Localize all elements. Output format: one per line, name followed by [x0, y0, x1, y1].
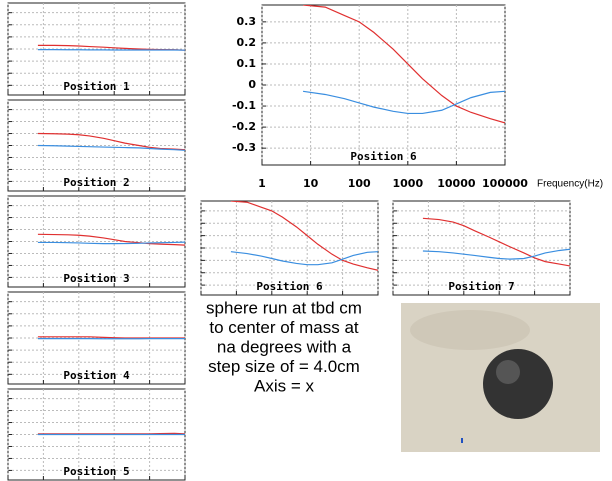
panel-title: Position 6: [350, 150, 417, 163]
x-axis-label: Frequency(Hz): [537, 179, 603, 190]
chart: Position 5: [7, 388, 186, 481]
x-tick-label: 1: [258, 177, 266, 190]
series-line: [37, 336, 185, 339]
x-tick-label: 100: [348, 177, 371, 190]
series-line: [37, 432, 185, 435]
panel-title: Position 6: [256, 280, 323, 293]
panel-title: Position 5: [63, 465, 129, 478]
caption-line: sphere run at tbd cm: [206, 298, 362, 317]
caption-line: na degrees with a: [217, 337, 352, 356]
panel-title: Position 2: [63, 176, 129, 189]
panel-title: Position 4: [63, 369, 130, 382]
x-tick-label: 10: [303, 177, 319, 190]
sphere-highlight: [496, 360, 520, 384]
x-tick-label: 100000: [482, 177, 528, 190]
y-tick-label: -0.2: [232, 120, 256, 133]
chart: Position 7: [392, 200, 571, 296]
series-line: [37, 241, 185, 245]
series-line: [37, 144, 185, 151]
y-tick-label: 0.1: [237, 57, 257, 70]
chart: Position 1: [7, 2, 186, 96]
caption-line: Axis = x: [254, 376, 314, 395]
sphere: [483, 349, 553, 419]
panel-title: Position 3: [63, 272, 129, 285]
chart: Position 2: [7, 99, 186, 192]
photo: [401, 303, 600, 452]
caption-line: to center of mass at: [209, 318, 359, 337]
series-line: [302, 90, 505, 115]
chart: Position 3: [7, 195, 186, 288]
y-tick-label: -0.3: [232, 141, 256, 154]
x-tick-label: 1000: [392, 177, 423, 190]
chart: Position 4: [7, 291, 186, 385]
y-tick-label: 0.2: [237, 36, 257, 49]
y-tick-label: -0.1: [232, 99, 256, 112]
series-line: [37, 233, 185, 246]
series-line: [230, 201, 378, 271]
photo-speck: [461, 438, 463, 443]
series-line: [422, 248, 570, 260]
series-line: [230, 251, 378, 266]
caption-line: step size of = 4.0cm: [208, 357, 360, 376]
photo-fold: [410, 310, 530, 350]
chart: -0.3 -0.2 -0.1 0 0.1 0.2 0.3 1 10 100 1000 10000 100…: [232, 4, 603, 190]
panel-title: Position 7: [448, 280, 514, 293]
panel-title: Position 1: [63, 80, 130, 93]
y-tick-label: 0: [248, 78, 256, 91]
y-tick-label: 0.3: [237, 15, 257, 28]
series-line: [303, 5, 505, 124]
series-line: [37, 49, 185, 51]
x-tick-label: 10000: [437, 177, 476, 190]
chart: Position 6: [200, 200, 379, 296]
series-line: [422, 217, 570, 267]
